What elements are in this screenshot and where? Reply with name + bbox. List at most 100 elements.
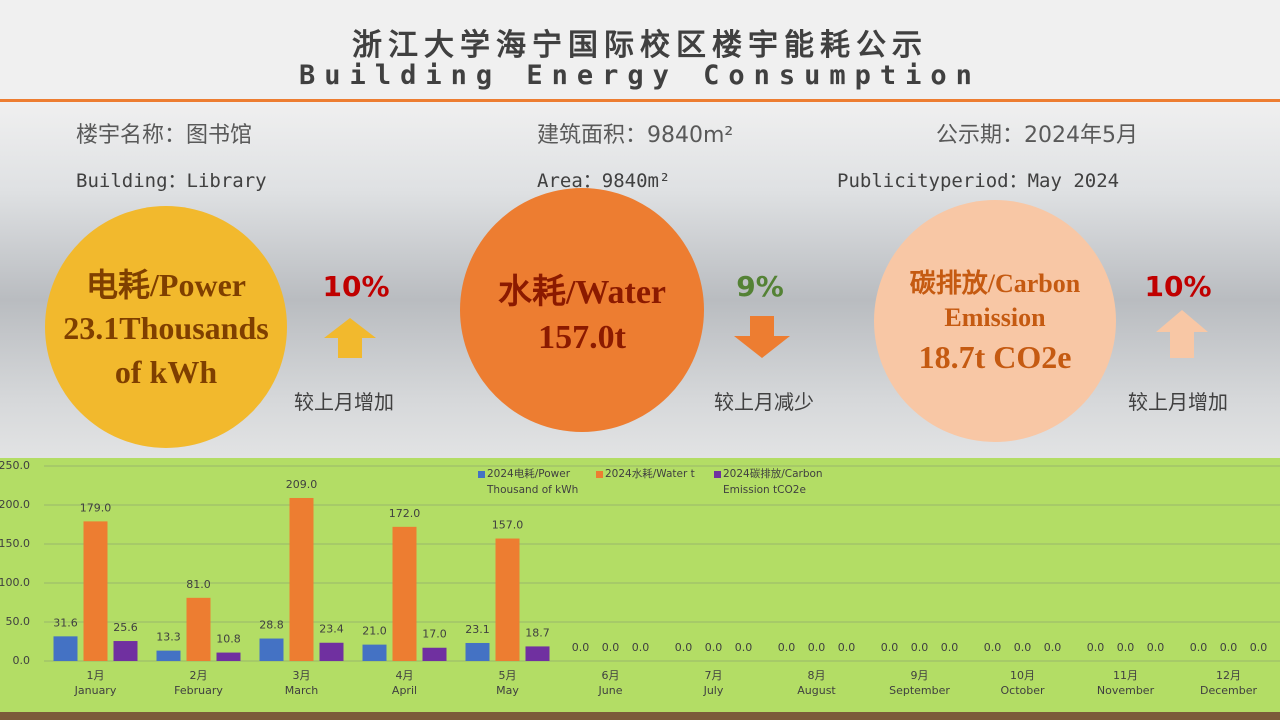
chart: 0.0 50.0 100.0 150.0 200.0 250.0 1月 January 31.6… [0,459,1280,697]
power-label: 电耗/Power [86,267,246,303]
x-tick-label-en: October [1000,684,1044,697]
data-label: 0.0 [735,641,753,654]
bottom-strip [0,712,1280,720]
x-tick-label-en: June [598,684,623,697]
x-tick-label-en: November [1097,684,1155,697]
data-label: 0.0 [1147,641,1165,654]
data-label: 0.0 [1117,641,1135,654]
bar [259,638,284,661]
data-label: 0.0 [632,641,650,654]
data-label: 0.0 [941,641,959,654]
data-label: 0.0 [1087,641,1105,654]
period-cn: 公示期：2024年5月 [936,123,1138,148]
area-cn: 建筑面积：9840m² [537,123,734,148]
data-label: 81.0 [186,578,211,591]
x-tick-label: 7月 [705,669,723,682]
data-label: 23.1 [465,623,490,636]
data-label: 0.0 [572,641,590,654]
data-label: 0.0 [675,641,693,654]
x-tick-label: 11月 [1113,669,1138,682]
data-label: 0.0 [1014,641,1032,654]
building-en: Building：Library [76,170,267,192]
carbon-value: 18.7t CO2e [918,338,1072,375]
x-tick-label: 9月 [911,669,929,682]
chart-area: 0.0 50.0 100.0 150.0 200.0 250.0 1月 January 31.6… [0,458,1280,712]
x-tick-label: 12月 [1216,669,1241,682]
down-arrow [734,316,790,358]
bar [319,642,344,661]
x-tick-label: 4月 [396,669,414,682]
data-label: 31.6 [53,616,78,629]
y-tick-label: 200.0 [0,498,30,511]
data-label: 0.0 [1190,641,1208,654]
data-label: 0.0 [1250,641,1268,654]
bar [186,597,211,661]
x-tick-label-en: April [392,684,417,697]
water-change-text: 较上月减少 [714,390,814,414]
data-label: 157.0 [492,519,524,532]
bar [53,636,78,661]
title-en: Building Energy Consumption [299,60,981,91]
x-tick-label-en: March [285,684,319,697]
y-tick-label: 150.0 [0,537,30,550]
legend-swatch [478,471,485,478]
data-label: 13.3 [156,631,181,644]
data-label: 18.7 [525,626,550,639]
water-value: 157.0t [538,318,626,356]
data-label: 0.0 [881,641,899,654]
x-tick-label: 1月 [87,669,105,682]
divider [0,99,1280,102]
bar [392,526,417,661]
x-tick-label: 3月 [293,669,311,682]
x-tick-label: 6月 [602,669,620,682]
data-label: 25.6 [113,621,138,634]
power-circle: 电耗/Power 23.1Thousands of kWh [45,206,287,448]
x-tick-label: 8月 [808,669,826,682]
data-label: 0.0 [808,641,826,654]
bar [289,497,314,661]
legend-label: 2024碳排放/Carbon Emission tCO2e [723,468,823,496]
y-tick-label: 100.0 [0,576,30,589]
data-label: 0.0 [1220,641,1238,654]
x-tick-label-en: May [496,684,519,697]
data-label: 10.8 [216,633,241,646]
x-tick-label: 10月 [1010,669,1035,682]
legend-label: 2024电耗/Power Thousand of kWh [487,468,579,496]
up-arrow [1156,310,1208,358]
data-label: 0.0 [778,641,796,654]
x-tick-label-en: July [703,684,724,697]
data-label: 23.4 [319,623,344,636]
y-tick-label: 250.0 [0,459,30,472]
carbon-change-text: 较上月增加 [1128,390,1228,414]
bar [525,646,550,661]
x-tick-label-en: December [1200,684,1258,697]
data-label: 0.0 [705,641,723,654]
x-tick-label: 2月 [190,669,208,682]
period-en: Publicityperiod：May 2024 [837,170,1120,192]
x-tick-label-en: September [889,684,950,697]
x-tick-label-en: August [797,684,836,697]
area-en: Area：9840m² [537,170,671,192]
bar [422,647,447,661]
x-tick-label: 5月 [499,669,517,682]
bar [83,521,108,661]
up-arrow [324,318,376,358]
bar [495,538,520,661]
building-cn: 楼宇名称：图书馆 [76,123,253,148]
legend-swatch [596,471,603,478]
data-label: 0.0 [911,641,929,654]
legend-label: 2024水耗/Water t [605,468,695,480]
data-label: 172.0 [389,507,421,520]
data-label: 0.0 [838,641,856,654]
data-label: 21.0 [362,625,387,638]
data-label: 0.0 [984,641,1002,654]
bar [362,644,387,661]
bar [156,650,181,661]
y-tick-label: 50.0 [6,615,31,628]
y-tick-label: 0.0 [13,654,31,667]
legend-swatch [714,471,721,478]
data-label: 209.0 [286,478,318,491]
water-change: 9% [736,270,784,303]
bar [216,652,241,661]
data-label: 0.0 [1044,641,1062,654]
